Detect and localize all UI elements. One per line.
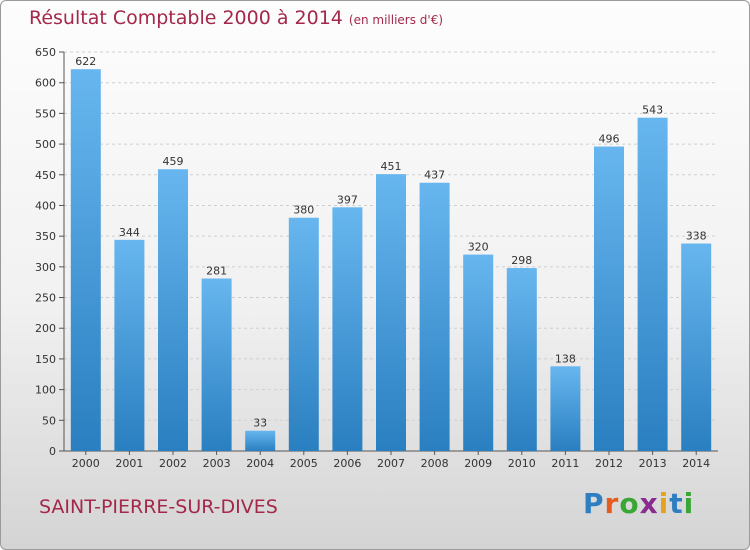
chart-title: Résultat Comptable 2000 à 2014 (en millie… — [29, 7, 443, 29]
bar — [158, 169, 188, 451]
bar — [70, 69, 101, 452]
data-label: 459 — [163, 155, 184, 168]
bar — [201, 278, 232, 451]
y-tick-label: 600 — [35, 77, 56, 90]
bar — [594, 146, 624, 452]
y-tick-label: 500 — [35, 138, 56, 151]
data-label: 281 — [206, 265, 227, 278]
bar — [288, 217, 319, 451]
y-tick-label: 350 — [35, 230, 56, 243]
data-label: 344 — [119, 226, 140, 239]
data-label: 397 — [337, 193, 358, 206]
x-tick-label: 2009 — [464, 457, 492, 470]
x-tick-label: 2013 — [639, 457, 667, 470]
y-tick-label: 0 — [49, 445, 56, 458]
logo-letter: r — [604, 487, 620, 520]
y-tick-label: 450 — [35, 169, 56, 182]
data-label: 320 — [468, 241, 489, 254]
data-label: 33 — [253, 417, 267, 430]
bar — [637, 117, 668, 451]
y-tick-label: 400 — [35, 199, 56, 212]
x-tick-label: 2014 — [682, 457, 710, 470]
data-label: 138 — [555, 352, 576, 365]
x-tick-label: 2010 — [508, 457, 536, 470]
chart-title-text: Résultat Comptable 2000 à 2014 — [29, 7, 343, 29]
data-label: 298 — [511, 254, 532, 267]
data-label: 622 — [75, 55, 96, 68]
x-tick-label: 2005 — [290, 457, 318, 470]
x-tick-label: 2004 — [246, 457, 274, 470]
bar — [376, 174, 406, 451]
bar — [506, 268, 537, 451]
y-tick-label: 50 — [42, 414, 56, 427]
logo-letter: i — [683, 487, 695, 520]
y-tick-label: 100 — [35, 384, 56, 397]
bar — [550, 366, 581, 451]
data-label: 543 — [642, 104, 663, 117]
bar — [419, 182, 450, 451]
y-tick-label: 150 — [35, 353, 56, 366]
y-tick-label: 650 — [35, 46, 56, 59]
proxiti-logo: Proxiti — [583, 487, 694, 520]
y-tick-label: 550 — [35, 107, 56, 120]
bar — [681, 243, 712, 451]
x-tick-label: 2000 — [72, 457, 100, 470]
chart-subtitle: (en milliers d'€) — [348, 13, 444, 27]
bar — [463, 254, 494, 451]
y-tick-label: 250 — [35, 292, 56, 305]
logo-letter: x — [639, 487, 659, 520]
x-tick-label: 2008 — [421, 457, 449, 470]
logo-letter: i — [658, 487, 670, 520]
logo-letter: o — [619, 487, 640, 520]
logo-letter: t — [669, 487, 684, 520]
y-tick-label: 200 — [35, 322, 56, 335]
data-label: 451 — [381, 160, 402, 173]
data-label: 496 — [599, 133, 620, 146]
x-tick-label: 2012 — [595, 457, 623, 470]
data-label: 437 — [424, 169, 445, 182]
x-tick-label: 2007 — [377, 457, 405, 470]
y-tick-label: 300 — [35, 261, 56, 274]
x-tick-label: 2002 — [159, 457, 187, 470]
logo-letter: P — [583, 487, 605, 520]
bar — [332, 207, 363, 451]
x-tick-label: 2001 — [115, 457, 143, 470]
data-label: 338 — [686, 230, 707, 243]
data-label: 380 — [293, 204, 314, 217]
x-tick-label: 2011 — [551, 457, 579, 470]
x-tick-label: 2003 — [203, 457, 231, 470]
bar — [245, 430, 276, 451]
x-tick-label: 2006 — [333, 457, 361, 470]
bar — [114, 239, 145, 451]
city-name: SAINT-PIERRE-SUR-DIVES — [39, 496, 278, 518]
